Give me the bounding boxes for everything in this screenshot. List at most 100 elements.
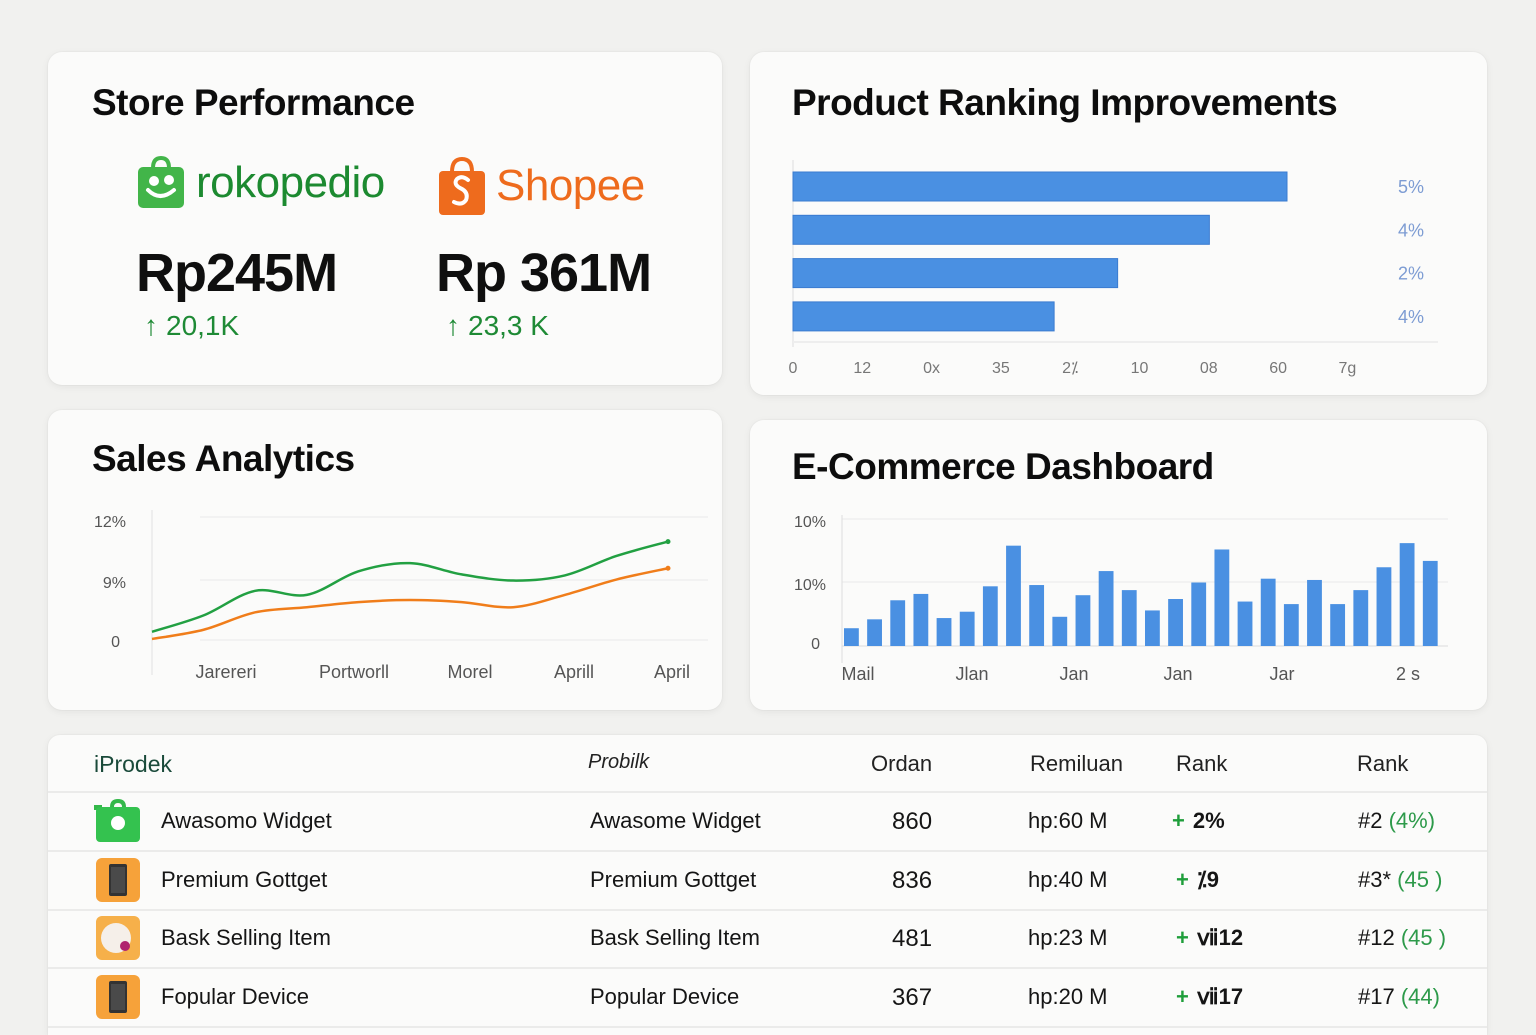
sales-x-tick: Jarereri xyxy=(195,662,256,682)
header-rank[interactable]: Rank xyxy=(1357,751,1409,776)
ranking-bar xyxy=(792,171,1288,202)
ecommerce-dashboard-card: E-Commerce Dashboard 10% 10% 0 Mail Jlan Jan J… xyxy=(750,420,1487,710)
ecom-bar xyxy=(1214,549,1230,646)
rank-percent: (45 ) xyxy=(1397,866,1443,892)
revenue-value: hp:60 M xyxy=(1028,808,1108,833)
ecom-bar xyxy=(1260,578,1276,646)
ranking-x-tick: 08 xyxy=(1200,360,1218,377)
product-name[interactable]: Awasomo Widget xyxy=(161,808,332,833)
sales-x-tick: Aprill xyxy=(554,662,594,682)
ecom-bar xyxy=(959,611,975,646)
tokopedia-name: rokopedio xyxy=(196,158,385,207)
rank-change-value: ⁒9 xyxy=(1196,866,1219,892)
ranking-bar xyxy=(792,214,1210,245)
ecom-bar xyxy=(890,600,906,646)
sales-y-tick: 9% xyxy=(103,575,126,592)
ranking-x-tick: 10 xyxy=(1131,360,1149,377)
table-row[interactable]: Premium Gottget Premium Gottget 836 hp:40 M… xyxy=(48,851,1487,911)
ranking-bar-label: 4% xyxy=(1398,307,1424,327)
ecom-bar xyxy=(936,618,952,646)
green-bag-icon xyxy=(94,798,142,843)
ecom-bar xyxy=(1422,560,1438,646)
product-title: Premium Gottget xyxy=(590,866,757,892)
product-name[interactable]: Fopular Device xyxy=(161,983,309,1009)
ranking-x-tick: 0x xyxy=(923,360,940,377)
table-row[interactable]: Bask Selling Item Bask Selling Item 481 hp:… xyxy=(48,909,1487,969)
rank-value: #3* xyxy=(1358,866,1392,892)
tokopedia-growth-value: 20,1K xyxy=(166,310,240,341)
rank-change-value: ⅶ12 xyxy=(1196,925,1244,950)
rank-change: + ⅶ12 xyxy=(1176,925,1243,951)
ranking-bar-label: 2% xyxy=(1398,264,1424,284)
revenue-value: hp:20 M xyxy=(1028,983,1108,1009)
orders-value: 860 xyxy=(892,808,933,835)
ecom-bar xyxy=(1168,599,1183,646)
tokopedia-revenue: Rp245M xyxy=(136,243,338,303)
plus-icon: + xyxy=(1176,925,1189,950)
ecom-x-tick: Jar xyxy=(1269,664,1294,684)
ecom-x-tick: 2 s xyxy=(1396,664,1420,684)
product-title: Popular Device xyxy=(590,983,740,1009)
shopee-growth-value: 23,3 K xyxy=(468,310,549,341)
rank-value: #12 xyxy=(1358,925,1395,950)
round-item-icon xyxy=(94,916,142,960)
revenue-value: hp:40 M xyxy=(1028,866,1108,892)
ecom-bar xyxy=(1052,616,1068,646)
ecom-bar xyxy=(1330,604,1346,646)
tokopedia-bag-icon xyxy=(138,156,184,208)
ranking-bar xyxy=(792,301,1055,332)
rank-value: #2 xyxy=(1358,808,1383,833)
ranking-x-tick: 35 xyxy=(992,360,1010,377)
rank-change: +2% xyxy=(1172,808,1225,834)
rank-change: + ⁒9 xyxy=(1176,867,1219,893)
product-name[interactable]: Premium Gottget xyxy=(161,866,328,892)
table-row[interactable]: Awasomo Widget Awasome Widget 860 hp:60 M +2… xyxy=(48,792,1487,852)
ecom-bar xyxy=(1029,585,1045,646)
revenue-value: hp:23 M xyxy=(1028,925,1108,950)
orders-value: 836 xyxy=(892,866,933,894)
store-performance-title: Store Performance xyxy=(92,82,415,123)
rank-percent: (44) xyxy=(1400,983,1440,1009)
phone-icon xyxy=(94,857,142,902)
tokopedia-growth: ↑ 20,1K xyxy=(144,310,239,342)
ranking-x-tick: 0 xyxy=(789,360,798,377)
sales-point-green xyxy=(665,539,671,545)
plus-icon: + xyxy=(1172,808,1185,833)
ecom-bar xyxy=(1376,567,1392,646)
header-rank-change[interactable]: Rank xyxy=(1176,751,1228,776)
sales-line-orange xyxy=(151,567,669,641)
sales-x-tick: Portworll xyxy=(319,662,389,682)
ecom-bar xyxy=(1307,579,1322,646)
header-probilk[interactable]: Probilk xyxy=(588,751,650,773)
sales-y-tick: 0 xyxy=(111,634,120,651)
ecom-y-tick: 10% xyxy=(794,577,826,594)
ecom-y-tick: 0 xyxy=(811,636,820,653)
ecom-bar xyxy=(913,593,929,646)
shopee-brand: Shopee xyxy=(438,156,645,216)
rank-change-value: ⅶ17 xyxy=(1196,983,1244,1009)
shopee-bag-icon xyxy=(439,156,485,215)
ranking-bar-label: 5% xyxy=(1398,177,1424,197)
product-table: iProdek Probilk Ordan Remiluan Rank Rank… xyxy=(48,735,1487,1035)
ranking-bar xyxy=(792,258,1119,289)
ecom-bar xyxy=(1283,604,1299,646)
ecom-bar xyxy=(1098,571,1114,646)
sales-y-tick: 12% xyxy=(94,514,126,531)
rank-cell: #12 (45 ) xyxy=(1358,925,1446,951)
ranking-x-tick: 2⁒ xyxy=(1062,360,1078,377)
ecom-x-tick: Jlan xyxy=(955,664,988,684)
orders-value: 481 xyxy=(892,925,933,952)
header-product[interactable]: iProdek xyxy=(94,751,172,777)
ecom-bar xyxy=(1353,590,1369,646)
header-orders[interactable]: Ordan xyxy=(871,751,933,776)
rank-cell: #3* (45 ) xyxy=(1358,867,1442,893)
rank-percent: (4%) xyxy=(1388,808,1436,833)
header-revenue[interactable]: Remiluan xyxy=(1030,751,1123,776)
table-row[interactable]: Fopular Device Popular Device 367 hp:20 M + ⅶ… xyxy=(48,968,1487,1028)
product-name[interactable]: Bask Selling Item xyxy=(161,925,331,950)
ecom-x-tick: Mail xyxy=(841,664,874,684)
sales-x-tick: April xyxy=(654,662,690,682)
ecom-bar xyxy=(982,586,998,646)
plus-icon: + xyxy=(1176,866,1189,892)
ecommerce-dashboard-title: E-Commerce Dashboard xyxy=(792,446,1214,487)
